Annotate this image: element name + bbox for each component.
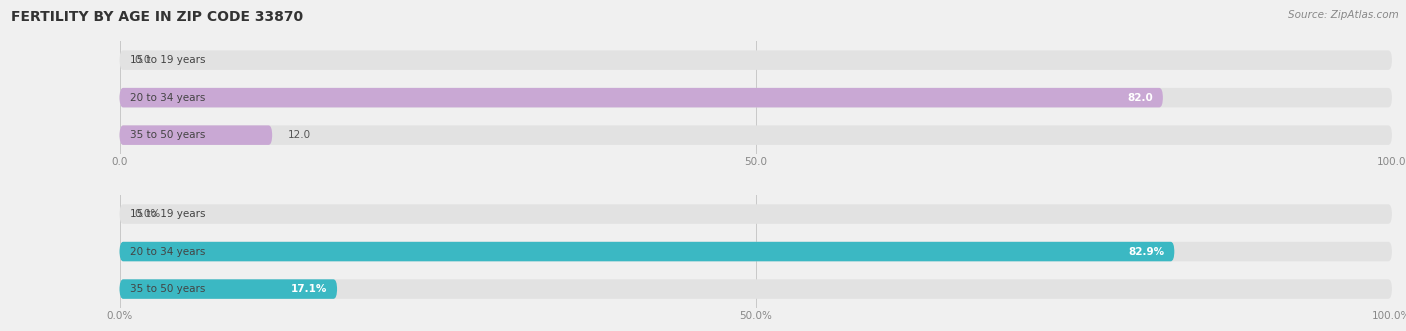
Text: 82.9%: 82.9% bbox=[1128, 247, 1164, 257]
Text: 17.1%: 17.1% bbox=[291, 284, 328, 294]
Text: 35 to 50 years: 35 to 50 years bbox=[129, 284, 205, 294]
FancyBboxPatch shape bbox=[120, 242, 1392, 261]
Text: 35 to 50 years: 35 to 50 years bbox=[129, 130, 205, 140]
FancyBboxPatch shape bbox=[120, 88, 1163, 107]
Text: 0.0: 0.0 bbox=[135, 55, 152, 65]
Text: FERTILITY BY AGE IN ZIP CODE 33870: FERTILITY BY AGE IN ZIP CODE 33870 bbox=[11, 10, 304, 24]
FancyBboxPatch shape bbox=[120, 50, 1392, 70]
FancyBboxPatch shape bbox=[120, 279, 1392, 299]
Text: 20 to 34 years: 20 to 34 years bbox=[129, 93, 205, 103]
Text: 82.0: 82.0 bbox=[1128, 93, 1153, 103]
Text: 0.0%: 0.0% bbox=[135, 209, 162, 219]
Text: 15 to 19 years: 15 to 19 years bbox=[129, 55, 205, 65]
FancyBboxPatch shape bbox=[120, 204, 1392, 224]
FancyBboxPatch shape bbox=[120, 125, 1392, 145]
Text: 20 to 34 years: 20 to 34 years bbox=[129, 247, 205, 257]
Text: 15 to 19 years: 15 to 19 years bbox=[129, 209, 205, 219]
FancyBboxPatch shape bbox=[120, 242, 1174, 261]
FancyBboxPatch shape bbox=[120, 88, 1392, 107]
FancyBboxPatch shape bbox=[120, 279, 337, 299]
Text: Source: ZipAtlas.com: Source: ZipAtlas.com bbox=[1288, 10, 1399, 20]
Text: 12.0: 12.0 bbox=[287, 130, 311, 140]
FancyBboxPatch shape bbox=[120, 125, 273, 145]
